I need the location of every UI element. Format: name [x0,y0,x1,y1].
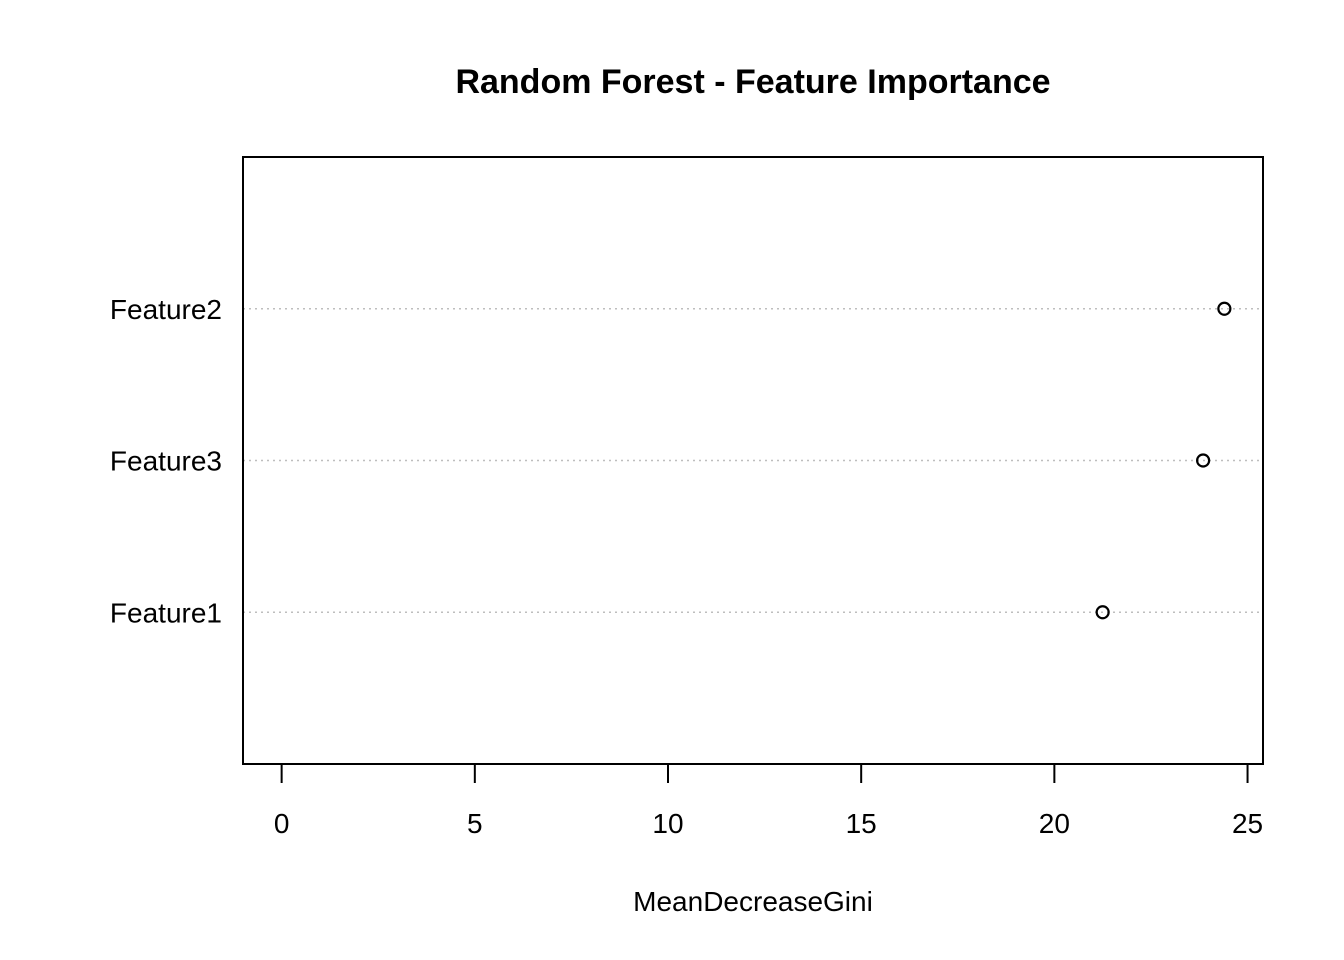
x-tick-label-5: 5 [467,808,483,839]
point-feature3 [1196,453,1211,468]
x-tick-label-25: 25 [1232,808,1263,839]
guide-lines [243,307,1263,614]
y-tick-label-feature1: Feature1 [110,597,222,628]
y-axis-labels: Feature2 Feature3 Feature1 [110,294,222,629]
y-tick-label-feature3: Feature3 [110,446,222,477]
data-points [1095,301,1232,620]
x-axis: 0 5 10 15 20 25 [274,763,1263,839]
point-feature2 [1217,301,1232,316]
x-tick-label-15: 15 [846,808,877,839]
x-tick-label-0: 0 [274,808,290,839]
x-axis-label: MeanDecreaseGini [633,886,873,917]
point-feature1 [1095,605,1110,620]
x-tick-label-20: 20 [1039,808,1070,839]
x-tick-label-10: 10 [652,808,683,839]
y-tick-label-feature2: Feature2 [110,294,222,325]
chart-title: Random Forest - Feature Importance [455,63,1050,101]
